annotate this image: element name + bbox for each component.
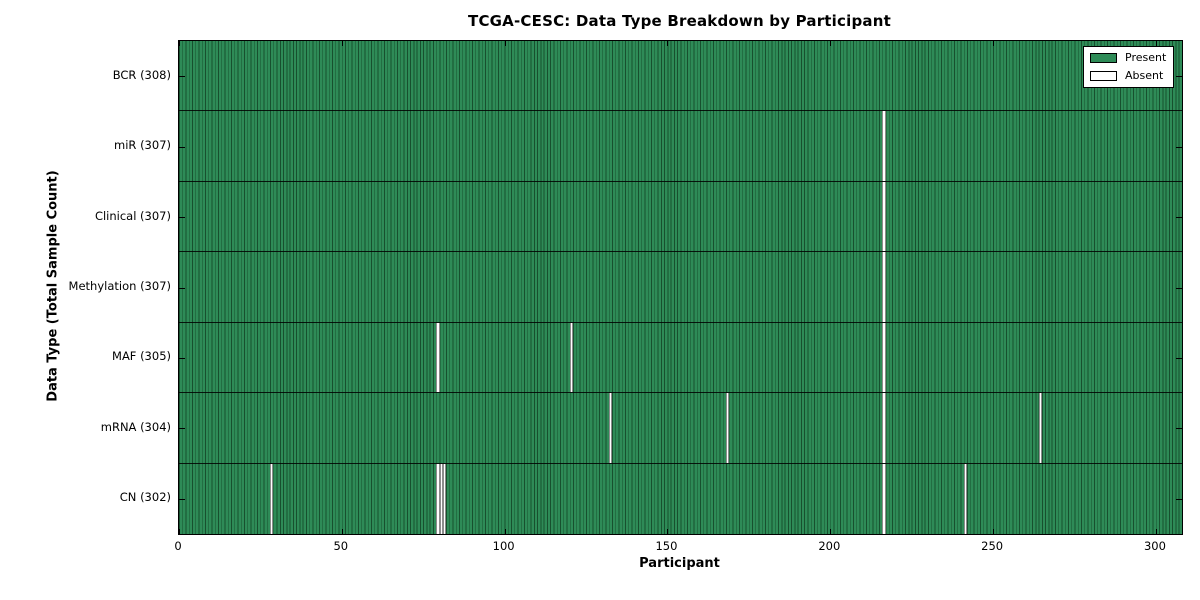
absent-bar-CN-81 xyxy=(442,463,447,534)
y-tick-Clinical xyxy=(179,217,185,219)
legend-item-absent: Absent xyxy=(1090,69,1166,83)
y-tick-miR xyxy=(179,146,185,148)
x-tick-150 xyxy=(667,529,669,534)
row-miR xyxy=(179,111,1182,182)
x-tick-50 xyxy=(341,529,343,534)
x-tick-label-300: 300 xyxy=(1143,539,1166,553)
plot-area xyxy=(178,40,1183,535)
x-tick-label-50: 50 xyxy=(333,539,349,553)
y-tick-Methylation xyxy=(1176,287,1182,289)
x-tick-100 xyxy=(504,529,506,534)
y-tick-miR xyxy=(1176,146,1182,148)
present-swatch-icon xyxy=(1090,53,1117,63)
x-tick-0 xyxy=(179,41,180,46)
x-tick-0 xyxy=(179,529,180,534)
absent-bar-mRNA-132 xyxy=(608,393,613,463)
absent-swatch-icon xyxy=(1090,71,1117,81)
absent-bar-Methylation-216 xyxy=(882,252,886,322)
absent-bar-CN-241 xyxy=(963,463,968,534)
x-tick-200 xyxy=(830,529,832,534)
legend: Present Absent xyxy=(1083,46,1175,88)
x-tick-label-100: 100 xyxy=(492,539,515,553)
y-tick-CN xyxy=(1176,498,1182,500)
x-tick-label-250: 250 xyxy=(981,539,1004,553)
x-tick-200 xyxy=(830,41,832,46)
x-tick-label-200: 200 xyxy=(818,539,841,553)
absent-bar-MAF-216 xyxy=(882,322,886,393)
y-tick-label-CN: CN (302) xyxy=(119,490,171,505)
x-axis-label: Participant xyxy=(639,556,720,571)
absent-bar-mRNA-168 xyxy=(726,393,730,463)
absent-bar-CN-79 xyxy=(436,463,440,534)
x-tick-label-0: 0 xyxy=(174,539,182,553)
x-tick-250 xyxy=(993,529,995,534)
y-tick-MAF xyxy=(179,357,185,359)
y-tick-CN xyxy=(179,498,185,500)
y-tick-Clinical xyxy=(1176,217,1182,219)
y-tick-Methylation xyxy=(179,287,185,289)
y-tick-BCR xyxy=(179,76,185,78)
absent-bar-CN-28 xyxy=(270,463,274,534)
y-tick-label-MAF: MAF (305) xyxy=(112,349,171,364)
row-MAF xyxy=(179,322,1182,394)
y-tick-BCR xyxy=(1176,76,1182,78)
y-tick-label-Methylation: Methylation (307) xyxy=(68,279,171,293)
y-tick-MAF xyxy=(1176,357,1182,359)
y-tick-label-Clinical: Clinical (307) xyxy=(94,208,171,223)
absent-bar-CN-216 xyxy=(882,463,886,534)
x-tick-300 xyxy=(1155,529,1157,534)
legend-item-present: Present xyxy=(1090,51,1166,65)
absent-bar-mRNA-216 xyxy=(882,393,886,463)
legend-label-absent: Absent xyxy=(1125,69,1164,82)
absent-bar-mRNA-264 xyxy=(1038,393,1042,463)
row-Clinical xyxy=(179,181,1182,253)
x-tick-label-150: 150 xyxy=(655,539,678,553)
chart-title: TCGA-CESC: Data Type Breakdown by Partic… xyxy=(468,12,891,30)
y-tick-mRNA xyxy=(1176,428,1182,430)
legend-label-present: Present xyxy=(1125,51,1167,64)
y-tick-label-miR: miR (307) xyxy=(114,138,171,153)
x-tick-150 xyxy=(667,41,669,46)
x-tick-100 xyxy=(504,41,506,46)
absent-bar-CN-80 xyxy=(439,463,443,534)
x-tick-250 xyxy=(993,41,995,46)
x-tick-50 xyxy=(341,41,343,46)
row-BCR xyxy=(179,41,1182,112)
row-mRNA xyxy=(179,393,1182,464)
y-tick-mRNA xyxy=(179,428,185,430)
row-Methylation xyxy=(179,252,1182,323)
absent-bar-MAF-79 xyxy=(436,322,440,393)
y-tick-label-BCR: BCR (308) xyxy=(112,67,171,82)
absent-bar-Clinical-216 xyxy=(882,181,886,252)
absent-bar-miR-216 xyxy=(882,111,886,181)
row-CN xyxy=(179,463,1182,534)
absent-bar-MAF-120 xyxy=(569,322,574,393)
y-tick-label-mRNA: mRNA (304) xyxy=(100,419,171,434)
x-tick-300 xyxy=(1155,41,1157,46)
